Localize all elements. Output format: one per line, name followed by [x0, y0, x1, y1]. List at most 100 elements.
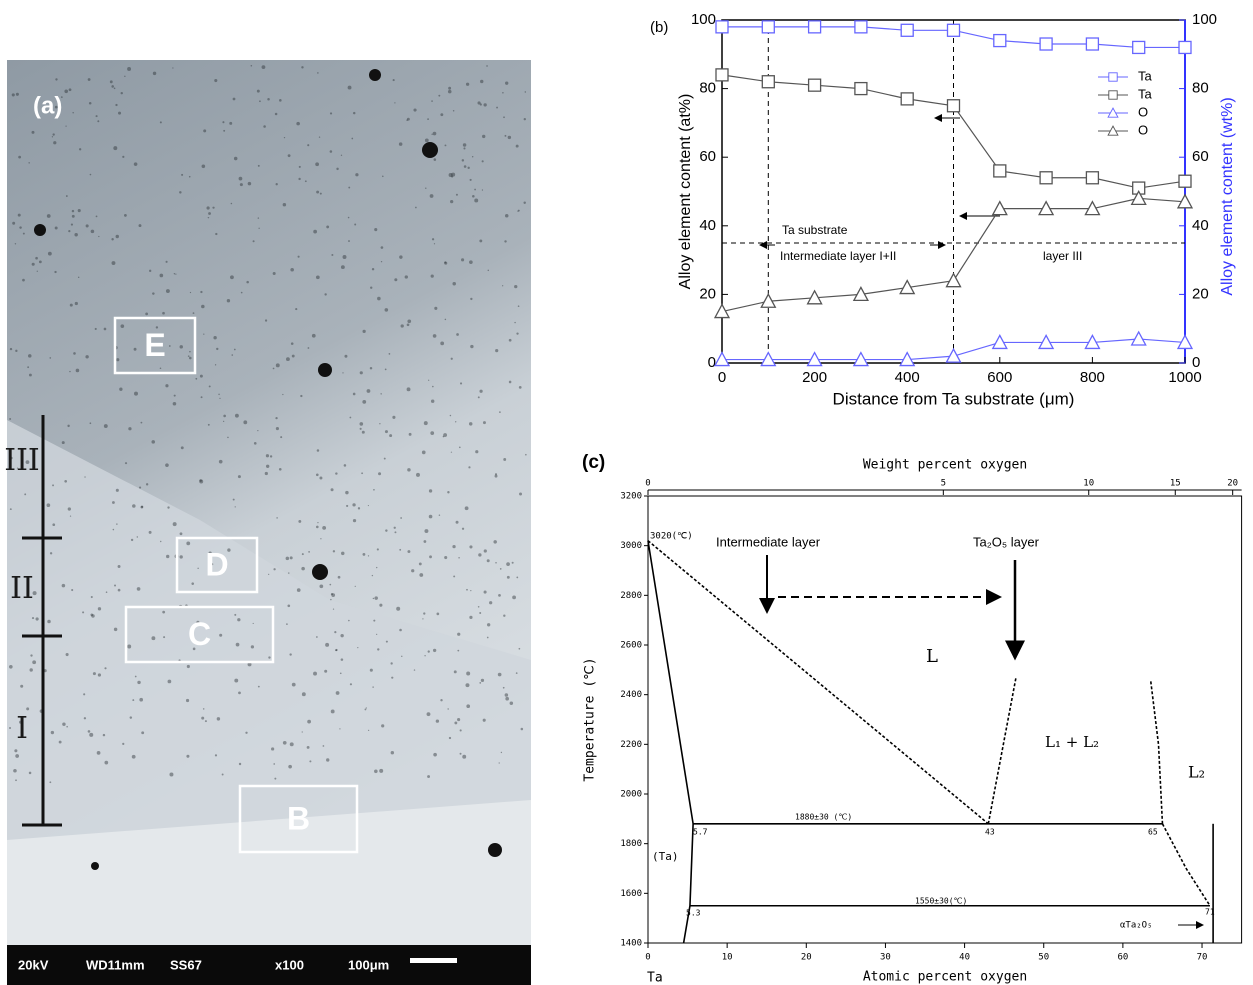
- pore: [452, 544, 456, 549]
- marker: [946, 23, 961, 37]
- pore: [16, 467, 19, 469]
- pore: [291, 682, 296, 687]
- pore: [511, 561, 514, 564]
- pore: [401, 655, 403, 658]
- pore: [219, 633, 223, 637]
- pore: [505, 81, 509, 85]
- pore: [222, 121, 225, 124]
- legend-label: Ta: [1138, 86, 1153, 101]
- x-tick-label: 10: [722, 953, 733, 963]
- pore: [469, 545, 473, 549]
- pore: [60, 96, 63, 98]
- pore: [432, 131, 437, 136]
- pore: [346, 504, 349, 508]
- pore: [504, 693, 509, 697]
- pore: [389, 434, 393, 438]
- pore: [252, 240, 255, 243]
- pore: [352, 519, 357, 523]
- pore: [84, 476, 86, 478]
- pore: [202, 708, 205, 710]
- pore: [336, 167, 339, 171]
- pore: [367, 729, 370, 731]
- legend-marker: [1108, 72, 1118, 82]
- marker: [713, 351, 731, 367]
- pore: [440, 341, 445, 346]
- marker: [1039, 37, 1053, 51]
- annotation: L₁ + L₂: [1045, 733, 1099, 751]
- pore: [28, 354, 32, 358]
- pore: [94, 327, 97, 331]
- phase-boundary: [987, 677, 1017, 824]
- pore: [138, 486, 142, 489]
- pore: [282, 393, 284, 396]
- pore: [458, 556, 460, 559]
- pore: [159, 121, 162, 124]
- pore: [69, 303, 73, 307]
- pit: [312, 564, 328, 580]
- pore: [359, 371, 363, 375]
- pore: [196, 620, 200, 624]
- layer-label: I: [16, 711, 28, 746]
- pore: [301, 692, 306, 697]
- annotation: Ta₂O₅ layer: [973, 534, 1040, 549]
- annotation: 65: [1148, 828, 1158, 837]
- pore: [298, 519, 302, 523]
- pore: [447, 491, 450, 494]
- pore: [168, 345, 171, 347]
- pore: [185, 698, 190, 703]
- pore: [308, 550, 310, 553]
- pore: [463, 165, 467, 168]
- x-tick-label: 600: [987, 369, 1012, 386]
- pore: [462, 754, 467, 759]
- pore: [443, 433, 448, 437]
- pore: [219, 397, 221, 400]
- pore: [467, 166, 470, 170]
- pore: [263, 125, 266, 128]
- pore: [229, 121, 233, 125]
- pore: [230, 275, 234, 280]
- pore: [427, 650, 430, 653]
- pore: [384, 430, 388, 434]
- pore: [343, 464, 347, 467]
- y-tick-label: 3000: [620, 541, 642, 551]
- pore: [31, 262, 35, 266]
- pore: [32, 591, 37, 596]
- pore: [113, 627, 118, 632]
- substrate: [7, 800, 531, 985]
- pore: [459, 729, 462, 732]
- pore: [315, 162, 320, 167]
- y-tick-label: 1800: [620, 839, 642, 849]
- legend-marker: [1107, 107, 1119, 118]
- panel-label: (b): [650, 19, 668, 36]
- pore: [58, 740, 62, 744]
- pore: [335, 648, 338, 652]
- pore: [189, 350, 191, 353]
- pore: [289, 742, 294, 747]
- pore: [115, 488, 119, 492]
- y-tick-label: 2400: [620, 690, 642, 700]
- pore: [235, 642, 240, 647]
- pore: [287, 604, 291, 608]
- pore: [440, 699, 443, 702]
- pore: [87, 78, 91, 81]
- marker: [993, 164, 1007, 178]
- pore: [347, 216, 350, 219]
- pore: [438, 514, 441, 516]
- pore: [253, 442, 257, 445]
- pore: [115, 234, 119, 239]
- pore: [15, 779, 17, 782]
- pore: [269, 455, 273, 458]
- pore: [457, 632, 461, 636]
- pore: [208, 551, 212, 555]
- pore: [434, 306, 438, 310]
- y-axis-label: Alloy element content (at%): [677, 94, 694, 290]
- pore: [52, 133, 55, 136]
- pore: [475, 450, 479, 454]
- pore: [504, 240, 507, 243]
- pore: [47, 619, 51, 624]
- chart-b: 0 200 400 600 800 100002040608010002040608010…: [650, 11, 1236, 409]
- pore: [267, 98, 270, 101]
- pore: [149, 269, 152, 273]
- pore: [377, 296, 381, 301]
- pore: [396, 606, 401, 611]
